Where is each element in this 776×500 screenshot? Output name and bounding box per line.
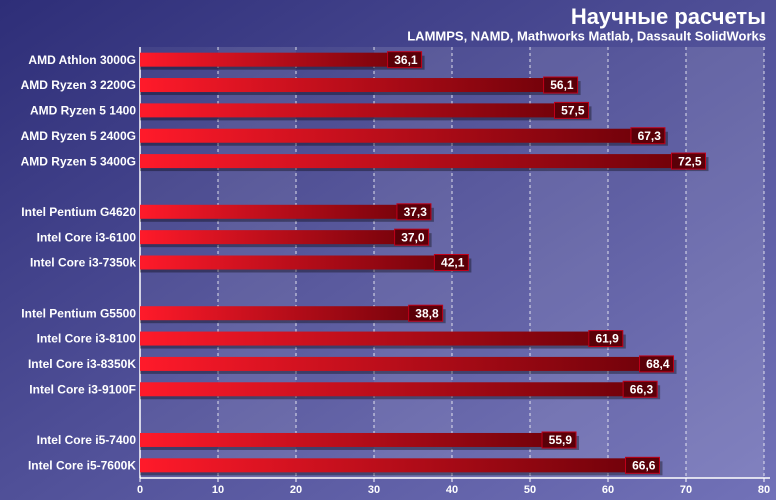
x-tick-label: 80 <box>758 484 770 496</box>
value-label: 67,3 <box>638 129 662 143</box>
y-tick-label: Intel Core i3-8350K <box>28 357 136 371</box>
x-tick-label: 30 <box>368 484 380 496</box>
bar <box>140 432 577 447</box>
y-tick-label: Intel Core i3-8100 <box>37 332 137 346</box>
value-label-box <box>541 431 577 449</box>
value-label: 55,9 <box>549 433 573 447</box>
value-label-box <box>396 203 432 221</box>
bar <box>140 458 660 473</box>
x-tick-label: 60 <box>602 484 614 496</box>
y-tick-label: Intel Core i3-9100F <box>29 382 136 396</box>
y-tick-label: Intel Core i5-7400 <box>37 433 137 447</box>
value-label-box <box>639 355 675 373</box>
bar <box>140 154 706 169</box>
value-label-box <box>630 127 666 145</box>
y-tick-label: AMD Ryzen 5 1400 <box>30 104 136 118</box>
y-tick-label: Intel Core i3-6100 <box>37 230 137 244</box>
y-tick-label: Intel Pentium G5500 <box>21 306 136 320</box>
bar <box>140 382 658 397</box>
value-label: 61,9 <box>595 332 619 346</box>
value-label-box <box>394 228 430 246</box>
y-tick-label: Intel Pentium G4620 <box>21 205 136 219</box>
value-label: 37,3 <box>404 205 428 219</box>
bar <box>140 306 443 321</box>
value-label: 36,1 <box>394 53 418 67</box>
bar <box>140 255 469 270</box>
value-label: 42,1 <box>441 256 465 270</box>
y-tick-label: AMD Ryzen 5 3400G <box>21 154 136 168</box>
value-label: 72,5 <box>678 154 702 168</box>
y-tick-label: AMD Ryzen 5 2400G <box>21 129 136 143</box>
bar <box>140 52 422 67</box>
bar <box>140 128 665 143</box>
value-label: 66,3 <box>630 382 654 396</box>
chart-title: Научные расчеты <box>571 4 766 29</box>
value-label: 56,1 <box>550 78 574 92</box>
value-label: 66,6 <box>632 458 656 472</box>
plot-band <box>608 47 686 478</box>
bar <box>140 78 578 93</box>
y-tick-label: Intel Core i5-7600K <box>28 458 136 472</box>
plot-band <box>686 47 764 478</box>
y-tick-label: AMD Ryzen 3 2200G <box>21 78 136 92</box>
value-label-box <box>408 304 444 322</box>
value-label-box <box>387 51 423 69</box>
value-label-box <box>588 330 624 348</box>
x-tick-label: 20 <box>290 484 302 496</box>
bar <box>140 103 589 118</box>
x-tick-label: 10 <box>212 484 224 496</box>
x-tick-label: 70 <box>680 484 692 496</box>
chart-subtitle: LAMMPS, NAMD, Mathworks Matlab, Dassault… <box>407 28 766 43</box>
bar <box>140 356 674 371</box>
y-tick-label: Intel Core i3-7350k <box>30 256 136 270</box>
bar <box>140 204 431 219</box>
y-tick-label: AMD Athlon 3000G <box>28 53 136 67</box>
value-label-box <box>622 380 658 398</box>
x-tick-label: 40 <box>446 484 458 496</box>
value-label-box <box>671 152 706 170</box>
value-label: 37,0 <box>401 230 425 244</box>
value-label: 57,5 <box>561 104 585 118</box>
x-tick-label: 50 <box>524 484 536 496</box>
x-tick-label: 0 <box>137 484 143 496</box>
value-label: 68,4 <box>646 357 670 371</box>
value-label: 38,8 <box>415 306 439 320</box>
bar <box>140 230 429 245</box>
value-label-box <box>433 254 469 271</box>
value-label-box <box>554 101 589 119</box>
value-label-box <box>624 456 660 474</box>
value-label-box <box>543 76 579 94</box>
bar <box>140 331 623 346</box>
